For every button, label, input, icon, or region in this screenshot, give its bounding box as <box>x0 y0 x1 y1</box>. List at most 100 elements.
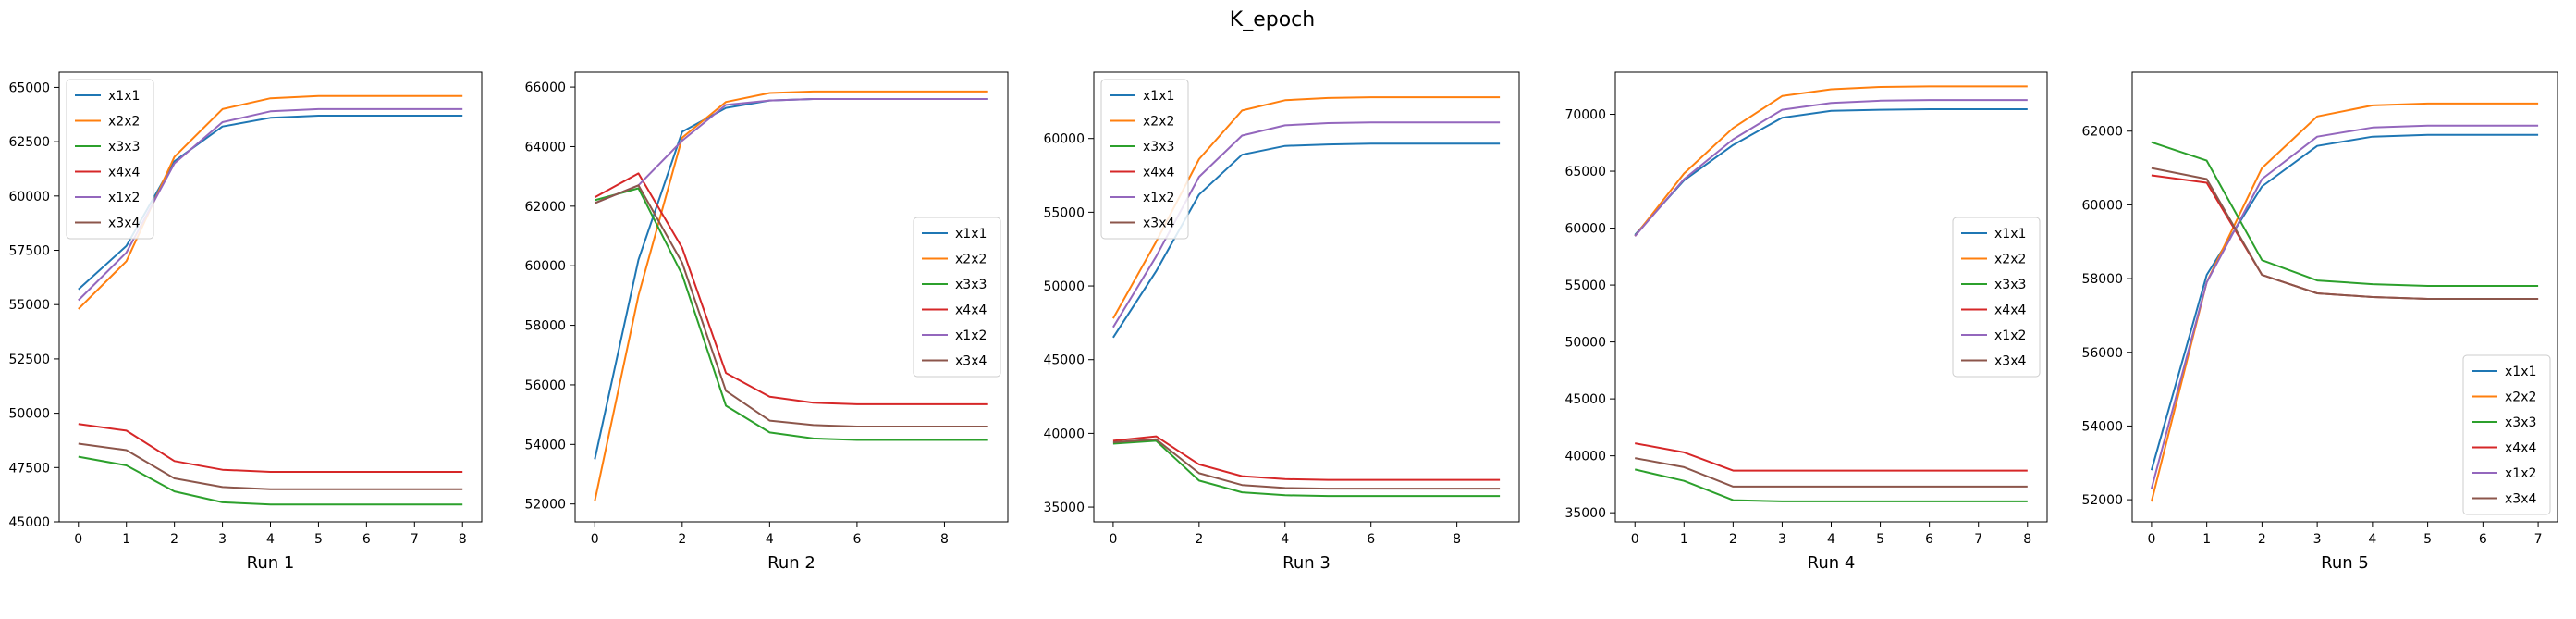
x-tick-label: 1 <box>122 532 130 547</box>
y-tick-label: 60000 <box>1564 222 1606 237</box>
x-tick-label: 6 <box>362 532 371 547</box>
y-tick-label: 55000 <box>1564 279 1606 293</box>
x-tick-label: 2 <box>1729 532 1737 547</box>
legend-label: x1x1 <box>1994 227 2026 241</box>
y-tick-label: 57500 <box>8 244 50 259</box>
legend-label: x3x4 <box>955 354 987 369</box>
series-line-x4x4 <box>78 423 463 473</box>
y-tick-label: 50000 <box>1564 336 1606 351</box>
series-line-x4x4 <box>594 172 988 405</box>
y-tick-label: 54000 <box>524 438 566 452</box>
legend-label: x2x2 <box>108 115 140 130</box>
series-line-x1x1 <box>2150 133 2539 471</box>
y-tick-label: 52000 <box>524 498 566 513</box>
x-tick-label: 2 <box>1195 532 1203 547</box>
legend: x1x1 x2x2 x3x3 x4x4 x1x2 x3x4 <box>2462 354 2551 515</box>
y-tick-label: 45000 <box>1043 353 1085 368</box>
y-tick-label: 60000 <box>1043 132 1085 147</box>
legend-label: x3x4 <box>2505 492 2536 507</box>
legend-box <box>2462 354 2551 515</box>
x-axis-label: Run 1 <box>247 553 295 573</box>
series-line-x3x4 <box>1635 457 2028 488</box>
chart-panel-3: 35000 40000 45000 50000 55000 60000 0 2 4 6 8 Run 3… <box>1043 71 1520 573</box>
y-tick-label: 60000 <box>2081 198 2123 213</box>
x-tick-label: 0 <box>1109 532 1117 547</box>
x-tick-label: 4 <box>266 532 275 547</box>
x-tick-label: 2 <box>678 532 686 547</box>
x-tick-label: 2 <box>2258 532 2266 547</box>
legend-label: x4x4 <box>2505 441 2536 456</box>
legend-label: x1x2 <box>2505 466 2536 481</box>
x-tick-label: 4 <box>1281 532 1289 547</box>
legend-label: x1x1 <box>2505 365 2536 379</box>
legend-label: x1x2 <box>1143 191 1174 205</box>
x-tick-label: 3 <box>1778 532 1786 547</box>
x-tick-label: 5 <box>1876 532 1884 547</box>
x-tick-label: 0 <box>591 532 599 547</box>
legend-label: x3x3 <box>1994 278 2026 292</box>
x-tick-label: 5 <box>2423 532 2432 547</box>
y-tick-label: 45000 <box>1564 392 1606 407</box>
series-line-x1x1 <box>1634 108 2028 236</box>
x-tick-label: 8 <box>2023 532 2031 547</box>
y-tick-label: 56000 <box>2081 346 2123 361</box>
x-tick-label: 6 <box>2479 532 2487 547</box>
legend-label: x2x2 <box>1143 115 1174 130</box>
y-tick-label: 56000 <box>524 378 566 393</box>
y-tick-label: 65000 <box>8 80 50 95</box>
y-tick-label: 60000 <box>524 259 566 274</box>
series-line-x1x2 <box>594 98 988 204</box>
series-line-x3x4 <box>594 184 988 427</box>
plot-frame <box>1614 71 2048 523</box>
legend-label: x2x2 <box>955 253 987 267</box>
legend: x1x1 x2x2 x3x3 x4x4 x1x2 x3x4 <box>66 79 154 240</box>
series-line-x3x4 <box>78 442 463 490</box>
y-tick-label: 35000 <box>1043 501 1085 515</box>
x-axis-label: Run 3 <box>1282 553 1331 573</box>
x-tick-label: 2 <box>170 532 178 547</box>
series-line-x4x4 <box>1112 435 1501 481</box>
x-tick-label: 6 <box>853 532 861 547</box>
x-tick-label: 6 <box>1925 532 1933 547</box>
x-tick-label: 6 <box>1367 532 1375 547</box>
x-tick-label: 1 <box>1680 532 1688 547</box>
x-tick-label: 8 <box>1453 532 1461 547</box>
y-tick-label: 47500 <box>8 461 50 476</box>
chart-panel-1: 45000 47500 50000 52500 55000 57500 60000 62500… <box>8 71 483 573</box>
y-tick-label: 54000 <box>2081 419 2123 434</box>
series-line-x2x2 <box>594 90 988 501</box>
y-tick-label: 40000 <box>1043 427 1085 441</box>
plot-frame <box>2131 71 2558 523</box>
x-axis-label: Run 4 <box>1808 553 1856 573</box>
legend-box <box>1100 79 1189 240</box>
x-tick-label: 0 <box>74 532 82 547</box>
legend-label: x1x1 <box>108 89 140 104</box>
x-tick-label: 4 <box>766 532 774 547</box>
y-tick-label: 50000 <box>8 407 50 422</box>
series-line-x3x3 <box>595 187 988 441</box>
y-tick-label: 66000 <box>524 80 566 95</box>
series-line-x4x4 <box>1635 442 2028 472</box>
legend-label: x4x4 <box>1994 303 2026 318</box>
series-line-x3x3 <box>1112 439 1501 498</box>
y-tick-label: 62000 <box>2081 125 2123 140</box>
legend-label: x2x2 <box>2505 390 2536 405</box>
legend-label: x4x4 <box>108 166 140 180</box>
figure-title: K_epoch <box>1230 8 1315 31</box>
series-line-x4x4 <box>2151 174 2539 300</box>
y-tick-label: 70000 <box>1564 108 1606 123</box>
x-tick-label: 3 <box>2313 532 2322 547</box>
y-tick-label: 55000 <box>8 298 50 313</box>
legend-label: x1x2 <box>108 191 140 205</box>
legend-label: x1x2 <box>955 328 987 343</box>
legend-label: x3x3 <box>955 278 987 292</box>
y-tick-label: 55000 <box>1043 205 1085 220</box>
x-axis-label: Run 5 <box>2321 553 2369 573</box>
legend-label: x3x3 <box>2505 415 2536 430</box>
legend-box <box>66 79 154 240</box>
legend-label: x1x1 <box>955 227 987 241</box>
x-tick-label: 8 <box>940 532 949 547</box>
y-tick-label: 50000 <box>1043 279 1085 294</box>
